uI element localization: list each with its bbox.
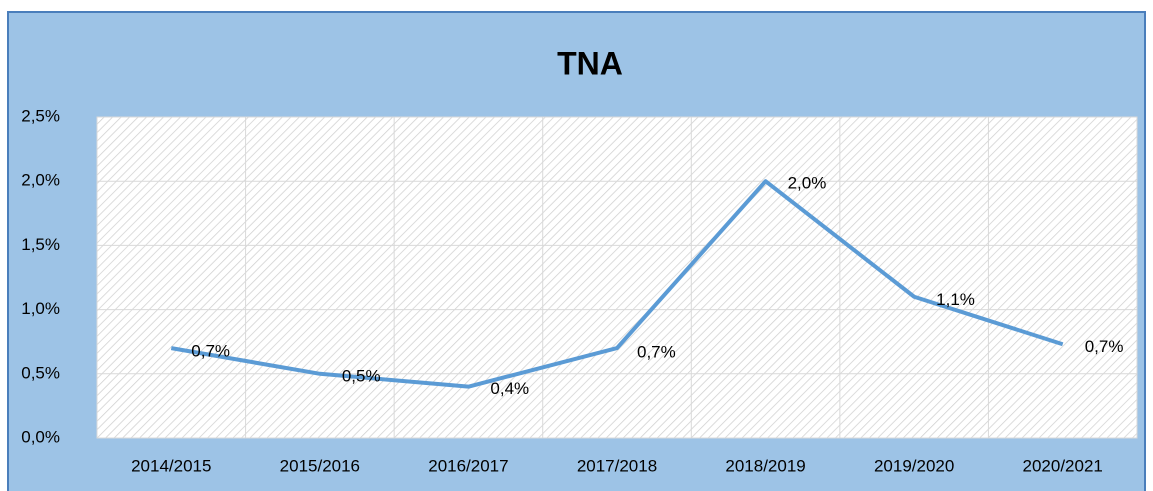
plot-border — [96, 116, 1138, 439]
data-label: 0,7% — [637, 343, 676, 362]
x-tick-label: 2016/2017 — [428, 456, 508, 475]
x-tick-label: 2019/2020 — [874, 456, 954, 475]
x-tick-label: 2017/2018 — [577, 456, 657, 475]
y-tick-label: 1,5% — [21, 235, 60, 254]
data-label: 0,5% — [342, 366, 381, 385]
chart-title: TNA — [557, 45, 623, 81]
y-tick-label: 2,0% — [21, 171, 60, 190]
data-label: 0,7% — [191, 342, 230, 361]
y-tick-label: 0,0% — [21, 427, 60, 446]
data-label: 0,7% — [1085, 337, 1124, 356]
y-tick-label: 2,5% — [21, 106, 60, 125]
x-tick-label: 2020/2021 — [1023, 456, 1103, 475]
y-tick-label: 1,0% — [21, 299, 60, 318]
y-tick-label: 0,5% — [21, 363, 60, 382]
x-tick-label: 2015/2016 — [280, 456, 360, 475]
plot-area — [97, 117, 1137, 438]
x-tick-label: 2014/2015 — [131, 456, 211, 475]
data-label: 2,0% — [788, 174, 827, 193]
x-tick-label: 2018/2019 — [725, 456, 805, 475]
data-label: 1,1% — [936, 290, 975, 309]
data-label: 0,4% — [490, 379, 529, 398]
data-line — [170, 179, 1064, 389]
